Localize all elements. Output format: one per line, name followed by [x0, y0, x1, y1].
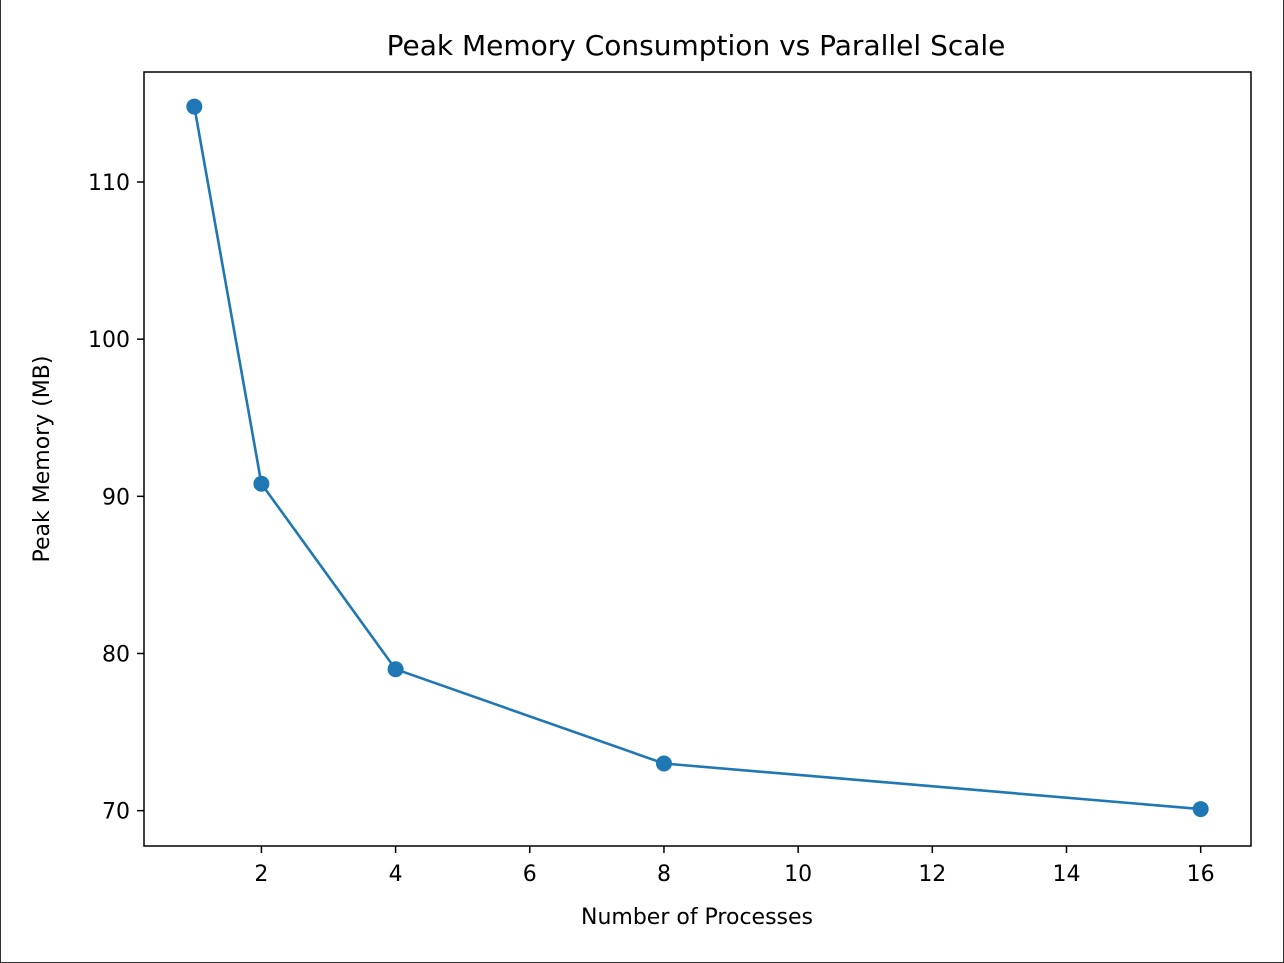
x-tick-label: 8	[657, 862, 671, 887]
data-point	[387, 661, 404, 678]
x-axis-title: Number of Processes	[581, 905, 813, 930]
plot-area	[143, 71, 1252, 847]
x-tick-label: 10	[784, 862, 812, 887]
chart-title: Peak Memory Consumption vs Parallel Scal…	[387, 29, 1006, 62]
y-tick-label: 100	[88, 328, 130, 353]
x-tick-label: 16	[1187, 862, 1215, 887]
y-tick-label: 80	[102, 642, 130, 667]
x-tick-label: 12	[918, 862, 946, 887]
data-point	[1192, 801, 1209, 818]
x-tick-label: 4	[389, 862, 403, 887]
x-axis: 2 4 6 8 10 12 14 16	[254, 846, 1215, 887]
x-tick-label: 6	[523, 862, 537, 887]
x-tick-label: 14	[1053, 862, 1081, 887]
data-point	[655, 755, 672, 772]
y-tick-label: 70	[102, 800, 130, 825]
data-point	[186, 98, 203, 115]
data-point	[253, 475, 270, 492]
y-axis-title: Peak Memory (MB)	[30, 356, 55, 563]
y-tick-label: 110	[88, 171, 130, 196]
y-axis: 70 80 90 100 110	[88, 171, 144, 825]
series-layer	[186, 98, 1209, 818]
x-tick-label: 2	[254, 862, 268, 887]
y-tick-label: 90	[102, 485, 130, 510]
